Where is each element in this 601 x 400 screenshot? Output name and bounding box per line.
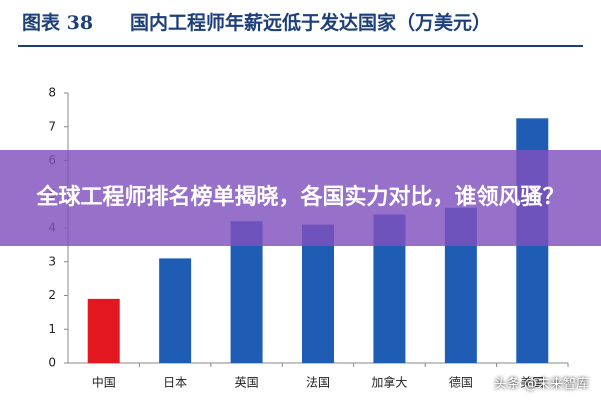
figure-label: 图表 38	[22, 11, 93, 34]
bar	[87, 298, 120, 363]
y-tick-label: 1	[48, 322, 56, 336]
y-tick-label: 0	[48, 356, 56, 370]
x-tick-label: 日本	[163, 376, 187, 390]
x-tick-label: 法国	[306, 376, 330, 390]
y-tick-label: 2	[48, 288, 56, 302]
bar	[302, 224, 334, 363]
headline: 全球工程师排名榜单揭晓，各国实力对比，谁领风骚？	[36, 185, 565, 210]
watermark: 头条 @未来智库	[493, 377, 589, 392]
x-tick-label: 加拿大	[371, 375, 407, 390]
y-tick-label: 8	[48, 86, 56, 100]
bar	[159, 258, 192, 363]
x-tick-label: 美国	[520, 376, 544, 390]
y-tick-label: 7	[48, 119, 56, 133]
y-tick-label: 3	[48, 254, 56, 268]
x-tick-label: 中国	[92, 375, 116, 390]
x-tick-label: 英国	[235, 376, 259, 390]
chart-title: 国内工程师年薪远低于发达国家（万美元）	[130, 11, 491, 34]
x-tick-label: 德国	[449, 375, 473, 390]
headline-banner: 全球工程师排名榜单揭晓，各国实力对比，谁领风骚？	[0, 150, 601, 246]
